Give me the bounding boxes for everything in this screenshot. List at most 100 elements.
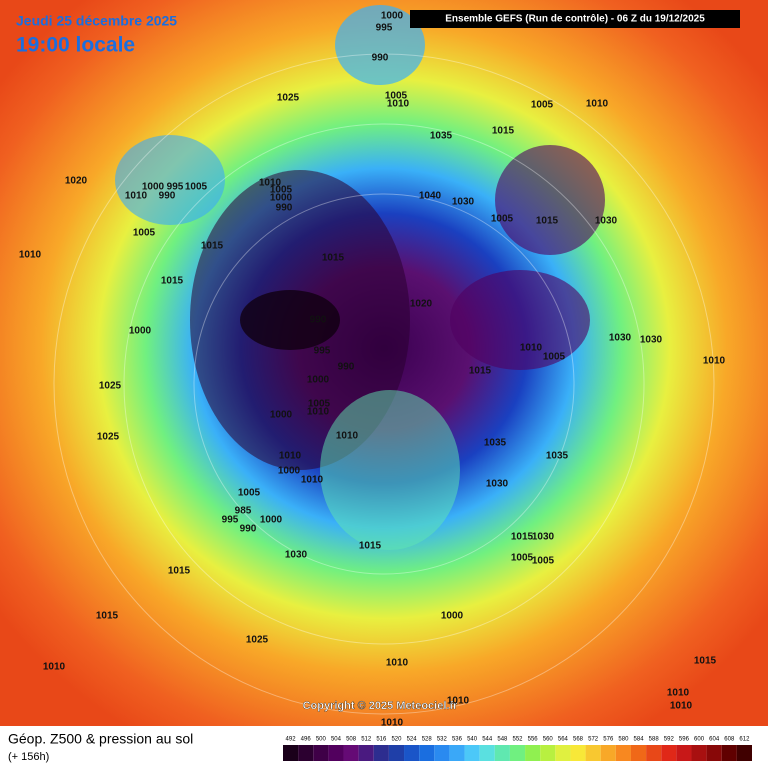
colorbar-swatch <box>509 745 526 761</box>
colorbar-tick-label: 600 <box>694 737 705 743</box>
isobar-label: 1010 <box>307 407 330 418</box>
cold-pool <box>335 5 425 85</box>
colorbar-tick-label: 540 <box>467 737 478 743</box>
colorbar-swatch <box>358 745 374 761</box>
isobar <box>123 123 645 645</box>
colorbar-swatch <box>646 745 662 761</box>
low-core <box>240 290 340 350</box>
isobar-label: 1010 <box>381 718 404 729</box>
colorbar-swatch <box>676 745 692 761</box>
ridge <box>320 390 460 550</box>
isobar-label: 1010 <box>447 696 470 707</box>
colorbar-tick-label: 536 <box>452 737 463 743</box>
isobar-label: 995 <box>314 346 331 357</box>
isobar-label: 1000 <box>142 182 165 193</box>
isobar-label: 1000 <box>441 611 464 622</box>
isobar-label: 1000 <box>270 193 293 204</box>
isobar-label: 1040 <box>419 191 442 202</box>
isobar-label: 985 <box>235 506 252 517</box>
low-trough <box>495 145 605 255</box>
isobar-label: 1030 <box>532 532 555 543</box>
colorbar-tick-label: 516 <box>376 737 387 743</box>
isobar-label: 1015 <box>168 566 191 577</box>
colorbar-swatch <box>706 745 722 761</box>
isobar-label: 1000 <box>260 515 283 526</box>
colorbar-tick-label: 492 <box>286 737 297 743</box>
cold-pool <box>115 135 225 225</box>
colorbar-tick-label: 580 <box>618 737 629 743</box>
colorbar-tick-label: 568 <box>573 737 584 743</box>
colorbar-swatch <box>630 745 647 761</box>
isobar-label: 995 <box>222 515 239 526</box>
isobar-label: 1030 <box>595 216 618 227</box>
isobar-label: 1010 <box>125 191 148 202</box>
colorbar-swatch <box>479 745 495 761</box>
isobar-label: 1010 <box>43 662 66 673</box>
isobar-label: 1005 <box>385 91 408 102</box>
colorbar-swatch <box>525 745 541 761</box>
colorbar-swatch <box>373 745 389 761</box>
colorbar-swatch <box>494 745 510 761</box>
isobar-label: 1005 <box>543 352 566 363</box>
colorbar-tick-label: 584 <box>634 737 645 743</box>
isobar-label: 1005 <box>270 185 293 196</box>
isobar-label: 1035 <box>484 438 507 449</box>
isobar-label: 1020 <box>410 299 433 310</box>
isobar-label: 1020 <box>65 176 88 187</box>
isobar-label: 1010 <box>387 99 410 110</box>
colorbar-swatch <box>283 745 299 761</box>
isobar-label: 1000 <box>381 11 404 22</box>
colorbar-swatch <box>404 745 420 761</box>
colorbar-tick-label: 528 <box>422 737 433 743</box>
isobar-label: 1035 <box>546 451 569 462</box>
time: 19:00 locale <box>16 34 135 57</box>
colorbar-tick-label: 604 <box>709 737 720 743</box>
isobar-label: 1005 <box>308 399 331 410</box>
colorbar-tick-label: 520 <box>391 737 402 743</box>
colorbar-swatch <box>540 745 556 761</box>
colorbar-tick-label: 596 <box>679 737 690 743</box>
date: Jeudi 25 décembre 2025 <box>16 13 177 29</box>
isobar-label: 1015 <box>492 126 515 137</box>
isobar-label: 1025 <box>99 381 122 392</box>
isobar-label: 1010 <box>703 356 726 367</box>
colorbar-tick-label: 564 <box>558 737 569 743</box>
isobar-label: 1005 <box>238 488 261 499</box>
legend-title: Géop. Z500 & pression au sol <box>8 731 193 747</box>
colorbar-tick-label: 544 <box>482 737 493 743</box>
isobar-label: 1015 <box>359 541 382 552</box>
colorbar-tick-label: 552 <box>512 737 523 743</box>
colorbar-swatch <box>555 745 571 761</box>
isobar-label: 1030 <box>452 197 475 208</box>
isobar-label: 1010 <box>586 99 609 110</box>
colorbar-tick-label: 612 <box>739 737 750 743</box>
colorbar-swatch <box>313 745 329 761</box>
isobar <box>193 193 575 575</box>
isobar-label: 1030 <box>486 479 509 490</box>
copyright: Copyright © 2025 Meteociel.fr <box>303 700 459 712</box>
isobar-label: 990 <box>276 203 293 214</box>
colorbar-swatch <box>661 745 677 761</box>
colorbar-swatch <box>691 745 707 761</box>
colorbar-swatch <box>419 745 435 761</box>
isobar-label: 1000 <box>270 410 293 421</box>
isobar-label: 1000 <box>278 466 301 477</box>
isobar-label: 1025 <box>246 635 269 646</box>
colorbar-swatch <box>449 745 465 761</box>
colorbar-tick-label: 504 <box>331 737 342 743</box>
isobar-label: 1010 <box>259 178 282 189</box>
model-label: Ensemble GEFS (Run de contrôle) - 06 Z d… <box>445 14 705 25</box>
isobar-label: 1030 <box>640 335 663 346</box>
isobar-label: 1015 <box>161 276 184 287</box>
isobar-label: 1010 <box>19 250 42 261</box>
isobar-label: 1010 <box>279 451 302 462</box>
colorbar-tick-label: 500 <box>316 737 327 743</box>
isobar-label: 1000 <box>307 375 330 386</box>
isobar-label: 1005 <box>133 228 156 239</box>
isobar-label: 1010 <box>336 431 359 442</box>
lead-time: (+ 156h) <box>8 751 49 763</box>
colorbar-swatch <box>388 745 405 761</box>
isobar-label: 1025 <box>277 93 300 104</box>
